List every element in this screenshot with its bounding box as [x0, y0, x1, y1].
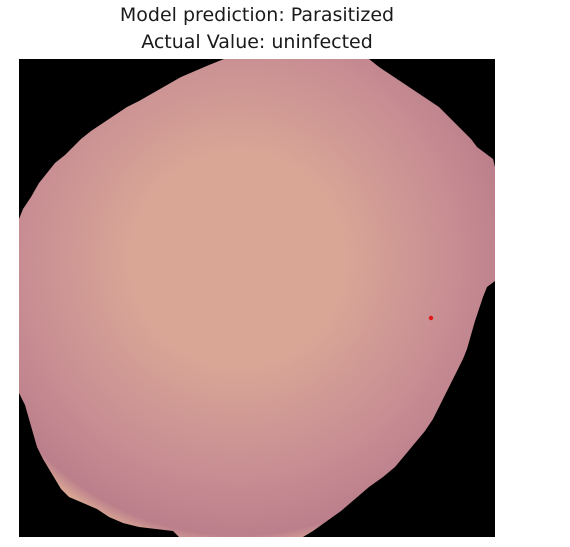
cell-image [19, 59, 495, 537]
marker-dot [428, 315, 434, 321]
cell-image-canvas [19, 59, 495, 537]
red-blood-cell [19, 59, 495, 537]
figure-title-actual-value: Actual Value: uninfected [141, 31, 373, 53]
figure-title-prediction: Model prediction: Parasitized [119, 4, 395, 26]
